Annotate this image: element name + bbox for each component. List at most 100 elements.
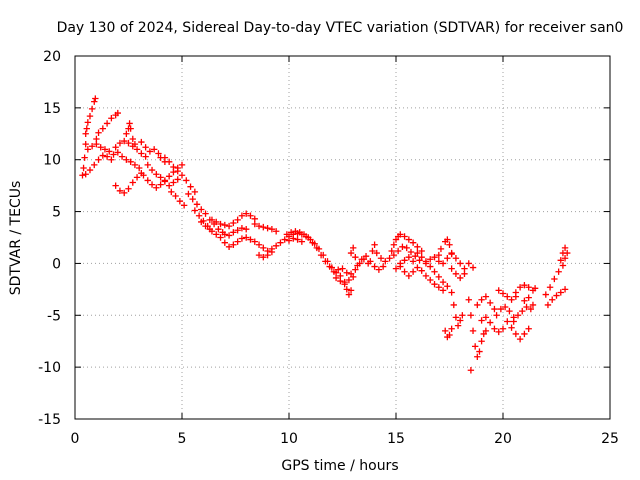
- data-point: [217, 234, 224, 241]
- data-point: [452, 255, 460, 262]
- data-point: [268, 226, 276, 233]
- data-point: [217, 220, 224, 228]
- data-point: [272, 228, 280, 235]
- data-point: [551, 275, 558, 283]
- data-point: [345, 291, 353, 298]
- data-point: [125, 185, 132, 192]
- data-point: [108, 115, 115, 122]
- data-point: [427, 256, 434, 263]
- data-point: [180, 202, 188, 209]
- data-point: [491, 305, 498, 313]
- data-point: [99, 152, 107, 159]
- data-point: [465, 296, 472, 303]
- data-point: [427, 263, 434, 270]
- data-point: [148, 166, 156, 174]
- data-point: [84, 119, 92, 126]
- data-point: [510, 318, 517, 325]
- data-point: [435, 251, 442, 259]
- data-point: [80, 164, 87, 172]
- data-point: [281, 236, 288, 243]
- data-point: [371, 263, 378, 270]
- data-point: [206, 226, 214, 233]
- data-point: [382, 258, 389, 265]
- data-point: [339, 265, 346, 272]
- data-point: [230, 241, 237, 248]
- data-point: [187, 183, 194, 190]
- data-point: [414, 243, 421, 251]
- data-point: [193, 201, 201, 208]
- data-point: [129, 135, 136, 143]
- data-point: [341, 280, 348, 288]
- data-point: [251, 220, 258, 228]
- data-point: [118, 153, 126, 160]
- data-point: [283, 231, 291, 238]
- data-point: [422, 260, 430, 267]
- data-point: [405, 236, 413, 243]
- data-point: [300, 231, 308, 238]
- data-point: [523, 303, 530, 311]
- data-point: [153, 184, 160, 191]
- data-point: [103, 153, 111, 160]
- data-point: [467, 312, 475, 319]
- data-point: [251, 238, 258, 245]
- data-point: [405, 272, 413, 280]
- data-point: [155, 150, 162, 157]
- data-point: [148, 181, 156, 188]
- x-tick-label: 10: [280, 431, 298, 447]
- data-point: [459, 312, 466, 319]
- data-point: [546, 284, 554, 291]
- data-point: [474, 301, 481, 309]
- data-point: [367, 258, 374, 265]
- data-point: [478, 317, 485, 324]
- data-point: [452, 314, 460, 321]
- grid-lines: [75, 56, 610, 419]
- x-tick-label: 25: [601, 431, 619, 447]
- y-tick-label: 15: [43, 101, 61, 117]
- data-point: [476, 348, 483, 355]
- data-point: [521, 282, 528, 289]
- data-point: [347, 249, 355, 257]
- x-tick-label: 0: [71, 431, 80, 447]
- data-point: [471, 343, 479, 350]
- data-point: [350, 273, 357, 281]
- data-point: [268, 248, 276, 256]
- data-point: [101, 146, 109, 153]
- data-point: [292, 228, 299, 235]
- data-point: [501, 303, 509, 311]
- data-point: [358, 256, 365, 263]
- data-point: [448, 325, 455, 332]
- data-point: [230, 229, 237, 236]
- data-point: [345, 276, 353, 284]
- data-point: [557, 257, 564, 264]
- data-point: [255, 251, 263, 259]
- data-point: [354, 262, 361, 269]
- data-point: [238, 224, 246, 232]
- data-point: [469, 264, 477, 271]
- data-point: [157, 181, 164, 188]
- data-point: [82, 171, 89, 178]
- data-point: [504, 318, 511, 325]
- data-point: [84, 146, 92, 153]
- data-point: [126, 120, 133, 127]
- y-tick-label: 5: [52, 205, 61, 221]
- data-point: [446, 241, 453, 248]
- data-point: [247, 236, 254, 243]
- data-point: [95, 129, 102, 136]
- data-point: [112, 182, 119, 189]
- data-point: [394, 247, 402, 255]
- data-point: [103, 120, 111, 127]
- data-point: [290, 235, 297, 242]
- data-point: [403, 244, 410, 252]
- data-point: [418, 267, 425, 274]
- data-point: [202, 222, 209, 230]
- data-point: [461, 270, 468, 277]
- data-point: [264, 224, 271, 232]
- data-point: [93, 135, 100, 143]
- data-point: [191, 207, 199, 214]
- data-point: [136, 164, 143, 172]
- data-point: [215, 226, 222, 233]
- data-point: [439, 260, 447, 267]
- data-point: [82, 130, 89, 137]
- data-point: [287, 229, 295, 236]
